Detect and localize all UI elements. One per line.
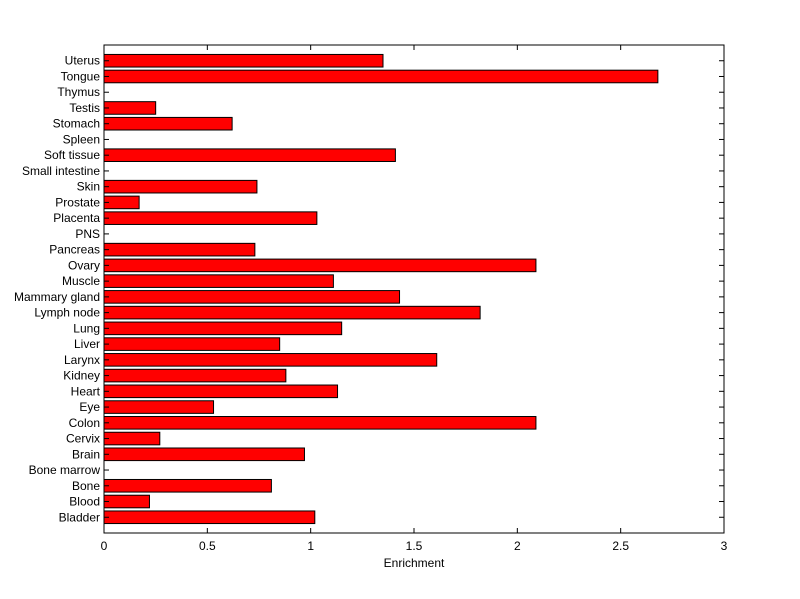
y-tick-label: Colon xyxy=(69,416,100,430)
y-tick-label: Tongue xyxy=(61,69,101,83)
bar-kidney xyxy=(103,368,287,383)
bar-lymph-node xyxy=(103,305,481,320)
x-tick-label: 2 xyxy=(514,539,521,553)
y-tick-label: Soft tissue xyxy=(44,148,100,162)
y-tick-label: Pancreas xyxy=(49,243,100,257)
y-tick-label: Kidney xyxy=(63,369,100,383)
x-tick-label: 0 xyxy=(101,539,108,553)
y-tick-label: Placenta xyxy=(53,211,100,225)
y-tick-label: Thymus xyxy=(57,85,100,99)
y-tick-label: Testis xyxy=(69,101,100,115)
bar-soft-tissue xyxy=(103,148,396,162)
y-tick-label: Mammary gland xyxy=(14,290,100,304)
y-tick-label: Prostate xyxy=(55,195,100,209)
bar-mammary-gland xyxy=(103,290,401,304)
bar-ovary xyxy=(103,258,537,273)
plot-frame xyxy=(103,44,725,534)
bar-placenta xyxy=(103,211,318,225)
y-tick-label: Liver xyxy=(74,337,100,351)
x-ticks-group: 0 0.5 1 1.5 2 2.5 3 xyxy=(101,45,728,553)
y-tick-label: Uterus xyxy=(65,54,100,68)
bar-heart xyxy=(103,384,339,399)
bar-liver xyxy=(103,337,281,351)
bar-bladder xyxy=(103,510,316,525)
x-tick-label: 3 xyxy=(721,539,728,553)
y-tick-label: Bone marrow xyxy=(29,463,101,477)
y-tick-label: Lung xyxy=(73,321,100,335)
y-tick-label: Eye xyxy=(79,400,100,414)
bar-skin xyxy=(103,179,258,194)
y-tick-label: Muscle xyxy=(62,274,100,288)
y-tick-label: Skin xyxy=(77,180,100,194)
bar-testis xyxy=(103,101,157,115)
bar-larynx xyxy=(103,353,438,367)
bar-stomach xyxy=(103,116,233,131)
bar-cervix xyxy=(103,431,161,446)
y-tick-label: Bladder xyxy=(59,510,100,524)
x-tick-label: 1.5 xyxy=(406,539,423,553)
bar-brain xyxy=(103,447,305,462)
bar-lung xyxy=(103,321,343,336)
bar-blood xyxy=(103,494,150,509)
y-tick-label: Bone xyxy=(72,479,100,493)
y-tick-label: Stomach xyxy=(53,117,100,131)
x-axis-label: Enrichment xyxy=(384,556,445,570)
bar-prostate xyxy=(103,195,140,210)
y-tick-label: Lymph node xyxy=(34,306,100,320)
y-tick-label: Larynx xyxy=(64,353,100,367)
y-tick-label: Ovary xyxy=(68,258,100,272)
y-tick-label: Heart xyxy=(71,384,101,398)
y-tick-label: Small intestine xyxy=(22,164,100,178)
x-tick-label: 0.5 xyxy=(199,539,216,553)
y-tick-label: Cervix xyxy=(66,432,100,446)
bar-muscle xyxy=(103,274,334,288)
x-tick-label: 2.5 xyxy=(612,539,629,553)
x-tick-label: 1 xyxy=(307,539,314,553)
bar-bone xyxy=(103,478,272,493)
bar-pancreas xyxy=(103,242,256,257)
bar-colon xyxy=(103,416,537,430)
bar-tongue xyxy=(103,69,659,84)
bar-eye xyxy=(103,400,215,414)
bar-uterus xyxy=(103,53,384,68)
y-tick-label: Blood xyxy=(69,495,100,509)
y-tick-label: Brain xyxy=(72,447,100,461)
y-tick-label: PNS xyxy=(75,227,100,241)
y-tick-label: Spleen xyxy=(63,132,100,146)
